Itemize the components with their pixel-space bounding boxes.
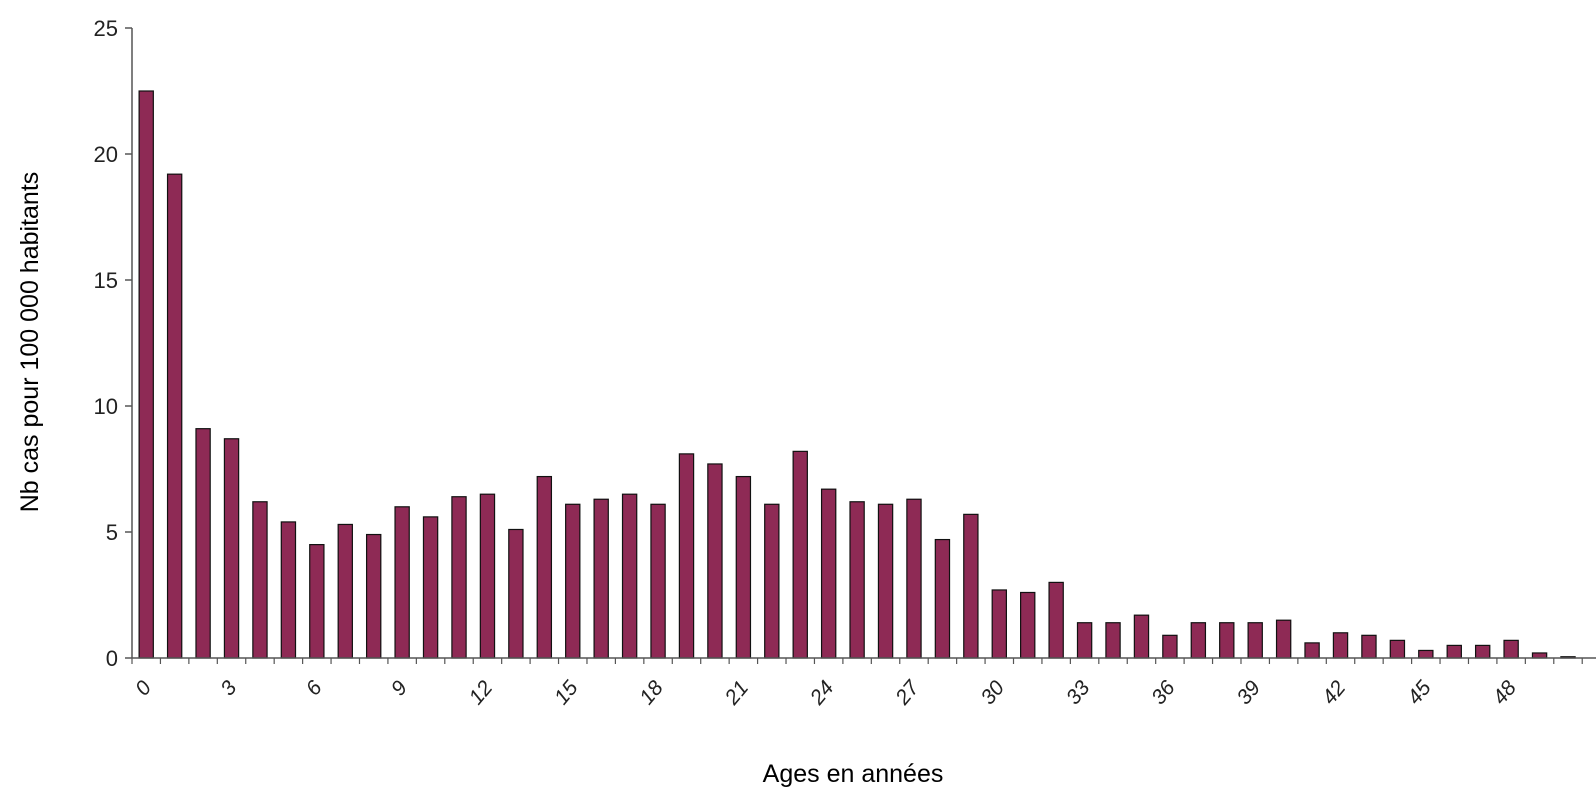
bar-age-31: [1020, 591, 1036, 659]
bar-age-28: [934, 538, 951, 659]
bar-age-21: [735, 475, 752, 659]
bars-group: [138, 90, 1576, 659]
y-tick-label: 5: [106, 520, 118, 545]
bar-age-17: [621, 493, 638, 659]
bar-age-44: [1389, 639, 1406, 659]
bar-age-35: [1133, 614, 1150, 659]
bar-age-5: [280, 521, 297, 659]
bar-age-1: [166, 173, 183, 659]
x-tick-label: 36: [1147, 676, 1180, 709]
bar-age-9: [394, 506, 410, 659]
bar-age-23: [792, 450, 808, 659]
bar-age-48: [1503, 639, 1519, 659]
x-tick-label: 21: [720, 676, 753, 709]
x-tick-label: 15: [550, 676, 583, 709]
bar-age-4: [252, 501, 268, 659]
x-tick-label: 45: [1403, 676, 1436, 709]
bar-age-32: [1048, 581, 1064, 659]
x-tick-label: 27: [891, 675, 925, 709]
bar-age-49: [1531, 652, 1548, 659]
bar-age-34: [1105, 622, 1121, 659]
x-tick-label: 42: [1318, 676, 1351, 709]
bar-age-18: [650, 503, 666, 659]
bar-age-19: [678, 453, 695, 659]
bar-age-25: [849, 501, 865, 659]
x-tick-label: 30: [976, 676, 1009, 709]
bar-age-30: [991, 589, 1007, 659]
x-tick-label: 6: [302, 676, 327, 700]
bar-age-40: [1275, 619, 1292, 659]
bar-age-26: [877, 503, 894, 659]
bar-age-6: [309, 543, 325, 659]
bar-age-36: [1162, 634, 1178, 659]
bar-age-24: [820, 488, 837, 659]
bar-age-33: [1076, 622, 1093, 659]
bar-age-11: [451, 496, 467, 659]
x-tick-label: 12: [465, 676, 498, 709]
y-tick-label: 25: [94, 16, 118, 41]
axes-group: [131, 28, 1596, 659]
bar-age-13: [508, 528, 524, 659]
bar-age-3: [223, 438, 240, 659]
bar-age-16: [593, 498, 609, 659]
bar-age-39: [1247, 622, 1263, 659]
y-tick-label: 20: [94, 142, 118, 167]
x-tick-label: 24: [805, 676, 838, 709]
bar-age-2: [195, 428, 211, 659]
y-tick-label: 15: [94, 268, 118, 293]
bar-age-45: [1418, 649, 1434, 659]
x-axis-title: Ages en années: [763, 760, 944, 788]
bar-age-46: [1446, 644, 1462, 659]
y-axis-title: Nb cas pour 100 000 habitants: [16, 172, 44, 513]
bar-age-37: [1190, 622, 1207, 659]
x-tick-label: 3: [216, 676, 241, 700]
x-ticks-group: 0 3 6 9 12 15 18 21 24 27 30 33 36 39 42 45 48: [131, 658, 1583, 710]
y-tick-label: 10: [94, 394, 118, 419]
bar-age-22: [764, 503, 780, 659]
bar-age-38: [1219, 622, 1235, 659]
x-tick-label: 18: [635, 676, 668, 709]
bar-age-7: [337, 523, 353, 659]
bar-age-47: [1474, 644, 1491, 659]
y-ticks-group: 0 5 10 15 20 25: [94, 16, 132, 671]
bar-age-14: [536, 475, 553, 659]
bar-age-8: [365, 533, 382, 659]
x-tick-label: 48: [1488, 676, 1521, 709]
bar-age-0: [138, 90, 154, 659]
bar-age-41: [1304, 642, 1320, 659]
bar-age-42: [1332, 632, 1349, 659]
bar-age-27: [906, 498, 922, 659]
bar-age-12: [479, 493, 496, 659]
bar-age-15: [565, 503, 581, 659]
x-tick-label: 0: [131, 676, 156, 700]
y-tick-label: 0: [106, 646, 118, 671]
x-tick-label: 39: [1232, 676, 1265, 709]
bar-age-10: [422, 516, 439, 659]
bar-age-43: [1361, 634, 1377, 659]
x-tick-label: 9: [387, 676, 412, 700]
x-tick-label: 33: [1062, 676, 1095, 709]
bar-age-20: [707, 463, 723, 659]
bar-age-29: [963, 513, 979, 659]
